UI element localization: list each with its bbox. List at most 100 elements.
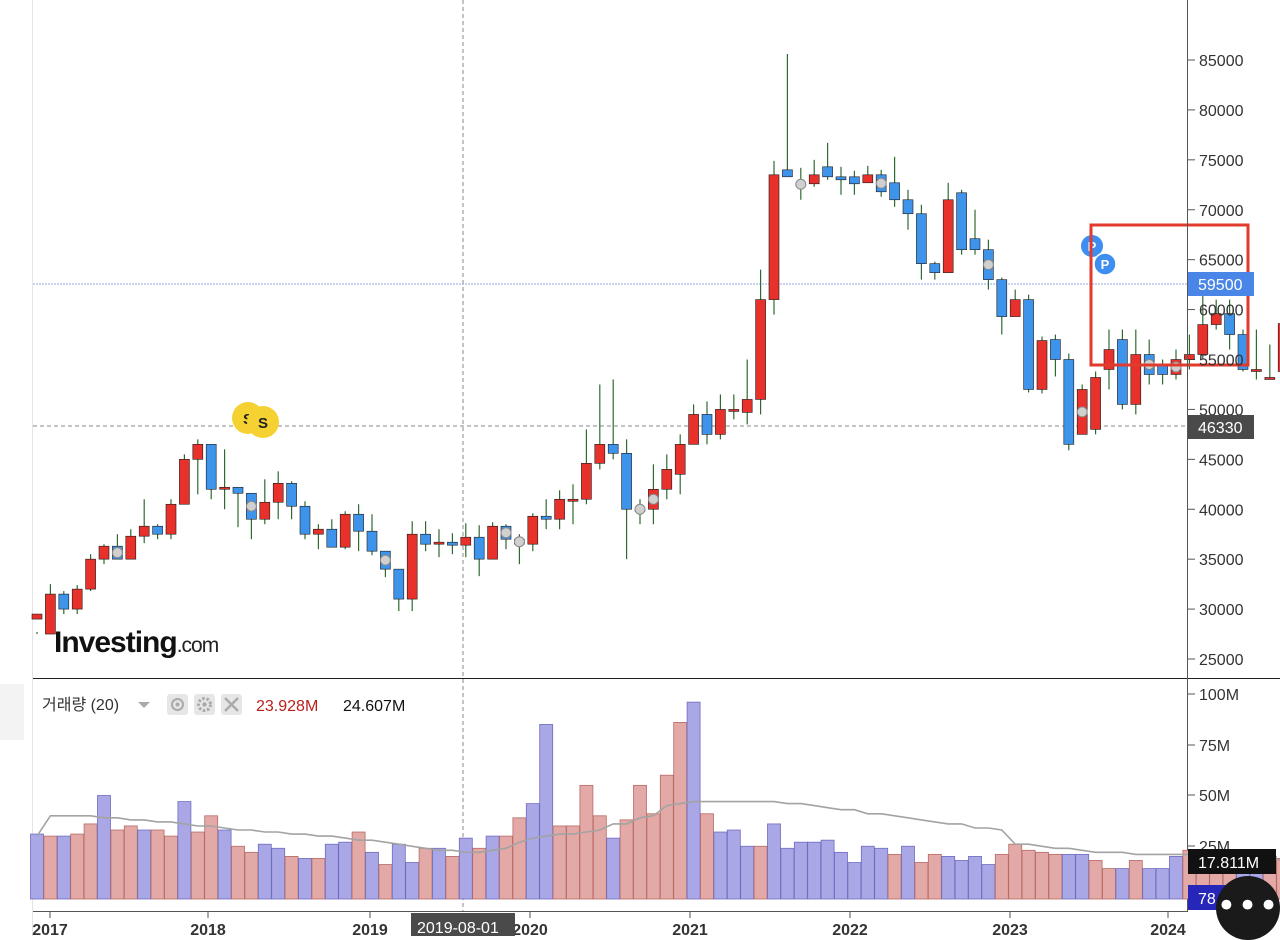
volume-bar xyxy=(352,832,365,899)
volume-label: 거래량 (20) xyxy=(42,696,119,714)
volume-bar xyxy=(245,852,258,899)
candle-body xyxy=(139,526,149,536)
close-icon[interactable] xyxy=(221,694,242,715)
dropdown-caret-icon[interactable] xyxy=(138,702,150,708)
volume-bar xyxy=(1103,869,1116,899)
volume-bar xyxy=(98,796,111,900)
candle-body xyxy=(1117,340,1127,405)
volume-bar xyxy=(1022,850,1035,899)
price-plot-area[interactable] xyxy=(33,0,1188,678)
time-tick-label: 2024 xyxy=(1150,922,1186,936)
volume-bar xyxy=(366,852,379,899)
volume-value-red: 23.928M xyxy=(256,698,318,715)
candle-body xyxy=(233,487,243,493)
visibility-eye-icon[interactable] xyxy=(167,694,188,715)
event-dot xyxy=(635,504,645,514)
volume-bar xyxy=(84,824,97,899)
volume-bar xyxy=(406,862,419,899)
candle-body xyxy=(608,444,618,453)
candle-body xyxy=(407,534,417,599)
volume-bar xyxy=(1089,860,1102,899)
price-tick-label: 45000 xyxy=(1199,452,1244,469)
volume-bar xyxy=(71,834,84,899)
candle-body xyxy=(1010,300,1020,317)
volume-bar xyxy=(741,846,754,899)
candle-body xyxy=(930,264,940,273)
volume-bar xyxy=(111,830,124,899)
volume-bar xyxy=(1143,869,1156,899)
event-dot xyxy=(112,548,122,558)
volume-bar xyxy=(138,830,151,899)
volume-bar xyxy=(513,818,526,899)
volume-bar xyxy=(258,844,271,899)
more-options-button[interactable]: ••• xyxy=(1216,876,1280,940)
volume-bar xyxy=(620,820,633,899)
candle-body xyxy=(1184,355,1194,360)
volume-bar xyxy=(1156,869,1169,899)
price-tick-label: 70000 xyxy=(1199,203,1244,220)
volume-ma-value: 17.811M xyxy=(1198,855,1259,872)
volume-bar xyxy=(875,848,888,899)
candle-body xyxy=(595,444,605,463)
event-dot xyxy=(501,528,511,538)
volume-bar xyxy=(1036,852,1049,899)
price-tick-label: 25000 xyxy=(1199,652,1244,669)
candle-body xyxy=(193,444,203,459)
volume-bar xyxy=(781,848,794,899)
candle-body xyxy=(1064,360,1074,445)
volume-bar xyxy=(151,830,164,899)
candle-body xyxy=(99,546,109,559)
candle-body xyxy=(260,502,270,519)
volume-bar xyxy=(607,838,620,899)
volume-bar xyxy=(634,785,647,899)
candle-body xyxy=(300,506,310,534)
volume-bar xyxy=(861,846,874,899)
candle-body xyxy=(1024,300,1034,390)
candle-body xyxy=(809,175,819,184)
price-tick-label: 55000 xyxy=(1199,353,1244,370)
current-price-value: 59500 xyxy=(1198,277,1243,294)
volume-bar xyxy=(232,846,245,899)
time-tick-label: 2017 xyxy=(32,922,68,936)
event-dot xyxy=(1171,362,1181,372)
volume-bar xyxy=(272,848,285,899)
settings-gear-icon[interactable] xyxy=(194,694,215,715)
volume-bar xyxy=(540,724,553,899)
volume-current-value: 78 xyxy=(1198,891,1216,908)
candle-body xyxy=(474,537,484,559)
volume-bar xyxy=(808,842,821,899)
volume-bar xyxy=(124,826,137,899)
time-tick-label: 2023 xyxy=(992,922,1028,936)
candle-body xyxy=(153,526,163,534)
candle-body xyxy=(890,183,900,200)
volume-bar xyxy=(995,854,1008,899)
marker-p-2[interactable]: P xyxy=(1094,253,1116,275)
volume-bar xyxy=(459,838,472,899)
crosshair-date-value: 2019-08-01 xyxy=(417,920,499,936)
volume-bar xyxy=(433,848,446,899)
candle-body xyxy=(782,170,792,177)
marker-s-2[interactable]: S xyxy=(247,406,279,438)
volume-bar xyxy=(339,842,352,899)
volume-tick-label: 50M xyxy=(1199,788,1230,805)
volume-bar xyxy=(768,824,781,899)
candle-body xyxy=(769,175,779,300)
time-tick-label: 2019 xyxy=(352,922,388,936)
volume-bar xyxy=(1049,854,1062,899)
marker-s-2-label: S xyxy=(258,415,268,432)
volume-bar xyxy=(888,854,901,899)
volume-bar xyxy=(714,832,727,899)
volume-bar xyxy=(942,856,955,899)
volume-bar xyxy=(31,834,44,899)
candle-body xyxy=(179,459,189,504)
volume-bar xyxy=(701,814,714,899)
candle-body xyxy=(72,589,82,609)
volume-bar xyxy=(567,826,580,899)
candle-body xyxy=(823,167,833,177)
time-tick-label: 2018 xyxy=(190,922,226,936)
candle-body xyxy=(461,537,471,545)
volume-indicator-header[interactable]: 거래량 (20) 23.928M 24.607M xyxy=(42,694,405,715)
event-dot xyxy=(380,555,390,565)
